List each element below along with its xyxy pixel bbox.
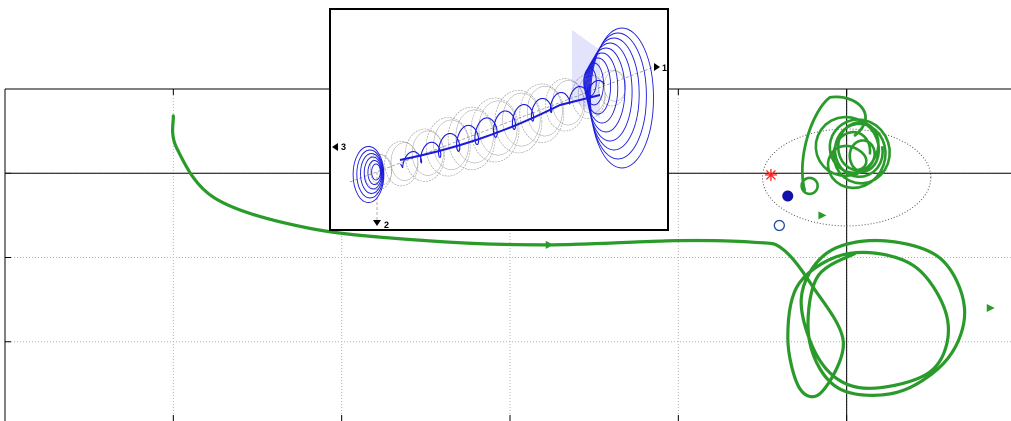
inset-small-funnel-ring <box>367 160 382 185</box>
inset-3d-plot: 1 2 3 <box>329 8 669 231</box>
direction-arrow-2 <box>986 304 995 313</box>
inset-axis-2-arrow <box>373 220 381 226</box>
trajectory-loop-cluster <box>814 115 891 190</box>
inset-small-funnel-ring <box>371 163 381 181</box>
inset-small-funnel-ring <box>356 149 384 199</box>
trajectory-line <box>171 114 967 399</box>
inset-axis-3: 3 <box>332 142 346 152</box>
inset-frame <box>329 8 669 231</box>
plot-area <box>171 95 995 399</box>
inset-axis-1-arrow <box>654 63 660 71</box>
inset-axis-label-1: 1 <box>662 63 667 73</box>
inset-funnel-ring <box>584 57 612 115</box>
inset-small-funnel-ring <box>352 146 385 203</box>
direction-arrow-1 <box>818 211 827 220</box>
inset-axis-3-arrow <box>332 143 338 151</box>
inset-ring-inner <box>478 100 518 156</box>
inset-axis-2: 2 <box>373 220 389 230</box>
inset-ring <box>425 117 471 177</box>
inset-axis-label-3: 3 <box>341 142 346 152</box>
inset-core-line <box>399 94 601 161</box>
inset-funnel-ring <box>587 42 633 142</box>
inset-axis-label-2: 2 <box>384 220 389 230</box>
inset-ring-inner <box>526 86 563 137</box>
inset-funnel-ring <box>588 37 640 151</box>
inset-ring <box>447 106 496 170</box>
inset-small-funnel-ring <box>363 156 383 190</box>
marker-open-circle <box>773 219 785 232</box>
inset-blue-trajectory <box>352 27 654 203</box>
inset-ring <box>519 83 565 143</box>
inset-ring <box>384 141 419 187</box>
inset-funnel-ring <box>585 52 619 124</box>
inset-ring-inner <box>552 80 585 126</box>
marker-star-stroke <box>765 169 776 180</box>
inset-funnel-ring <box>586 47 626 133</box>
inset-axis-1: 1 <box>654 63 667 73</box>
marker-filled-dot <box>782 190 794 202</box>
inset-ring-inner <box>502 92 541 147</box>
trajectory-small-loop <box>800 176 819 196</box>
inset-ring <box>404 128 445 182</box>
inset-small-funnel-ring <box>360 153 383 194</box>
inset-ring-inner <box>369 154 393 186</box>
marker-star <box>764 168 777 181</box>
inset-ring-inner <box>411 130 444 176</box>
inset-ring <box>494 90 543 154</box>
inset-ring <box>470 97 520 163</box>
inset-ring-inner <box>433 119 470 170</box>
inset-ring-inner <box>390 142 419 181</box>
inset-funnel-ring <box>589 32 647 160</box>
trajectory-upper-arm <box>800 95 867 192</box>
dotted-circle <box>762 128 932 227</box>
inset-ring <box>545 78 586 132</box>
direction-arrow-0 <box>545 240 554 249</box>
